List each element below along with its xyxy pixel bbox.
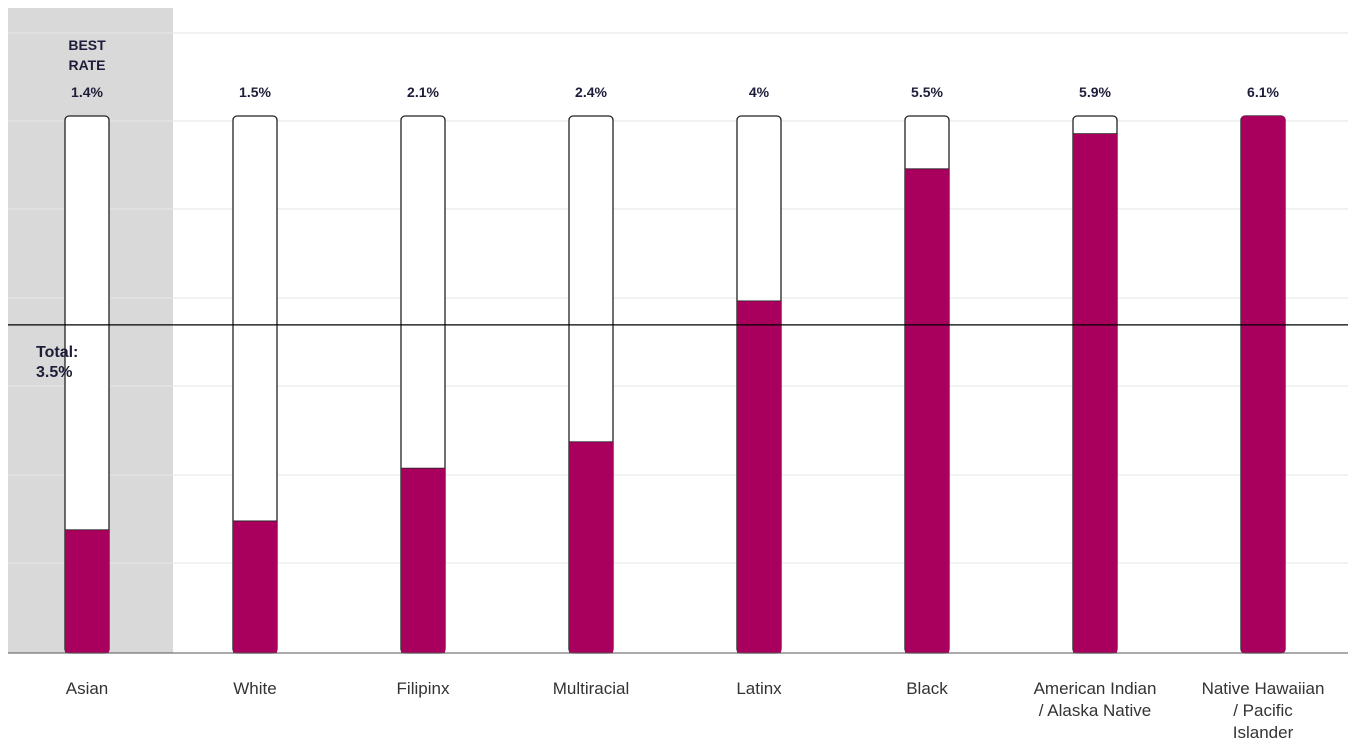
value-label-1: 1.5% bbox=[239, 84, 271, 100]
bar-3 bbox=[569, 441, 613, 653]
value-label-0: 1.4% bbox=[71, 84, 103, 100]
category-label-3-line-0: Multiracial bbox=[553, 679, 630, 698]
bar-4 bbox=[737, 300, 781, 653]
highlight-label-line-0: BEST bbox=[68, 37, 106, 53]
total-label: Total: 3.5% bbox=[36, 344, 78, 381]
gridlines bbox=[8, 32, 1348, 564]
category-label-6-line-1: / Alaska Native bbox=[1039, 701, 1151, 720]
category-label-2-line-0: Filipinx bbox=[397, 679, 450, 698]
value-label-6: 5.9% bbox=[1079, 84, 1111, 100]
value-label-2: 2.1% bbox=[407, 84, 439, 100]
highlight-label-line-1: RATE bbox=[68, 57, 105, 73]
category-label-7-line-2: Islander bbox=[1233, 723, 1294, 742]
value-label-5: 5.5% bbox=[911, 84, 943, 100]
bar-6 bbox=[1073, 133, 1117, 653]
category-label-4-line-0: Latinx bbox=[736, 679, 782, 698]
value-label-3: 2.4% bbox=[575, 84, 607, 100]
bar-2 bbox=[401, 468, 445, 653]
bar-1 bbox=[233, 520, 277, 653]
bars bbox=[64, 115, 1286, 654]
bar-5 bbox=[905, 168, 949, 653]
category-label-5-line-0: Black bbox=[906, 679, 948, 698]
value-label-7: 6.1% bbox=[1247, 84, 1279, 100]
category-label-1-line-0: White bbox=[233, 679, 276, 698]
category-label-7-line-0: Native Hawaiian bbox=[1202, 679, 1325, 698]
value-label-4: 4% bbox=[749, 84, 770, 100]
total-label-line-0: Total: bbox=[36, 344, 78, 361]
bar-7 bbox=[1241, 116, 1285, 653]
category-label-7-line-1: / Pacific bbox=[1233, 701, 1293, 720]
category-label-6-line-0: American Indian bbox=[1034, 679, 1157, 698]
bar-0 bbox=[65, 529, 109, 653]
total-label-line-1: 3.5% bbox=[36, 364, 72, 381]
category-labels: Asian White Filipinx Multiracial Latinx Black… bbox=[66, 679, 1325, 742]
value-labels: BEST RATE 1.4% 1.5% 2.1% 2.4% 4% 5.5% 5.9% 6.1% bbox=[68, 37, 1279, 100]
category-label-0-line-0: Asian bbox=[66, 679, 109, 698]
